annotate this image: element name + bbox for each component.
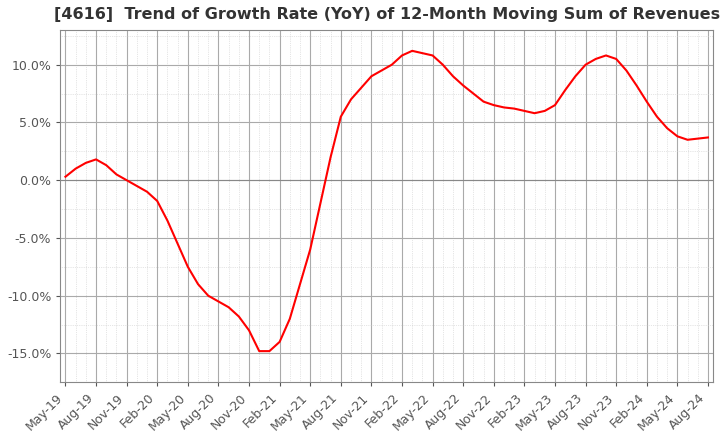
Title: [4616]  Trend of Growth Rate (YoY) of 12-Month Moving Sum of Revenues: [4616] Trend of Growth Rate (YoY) of 12-… (53, 7, 720, 22)
